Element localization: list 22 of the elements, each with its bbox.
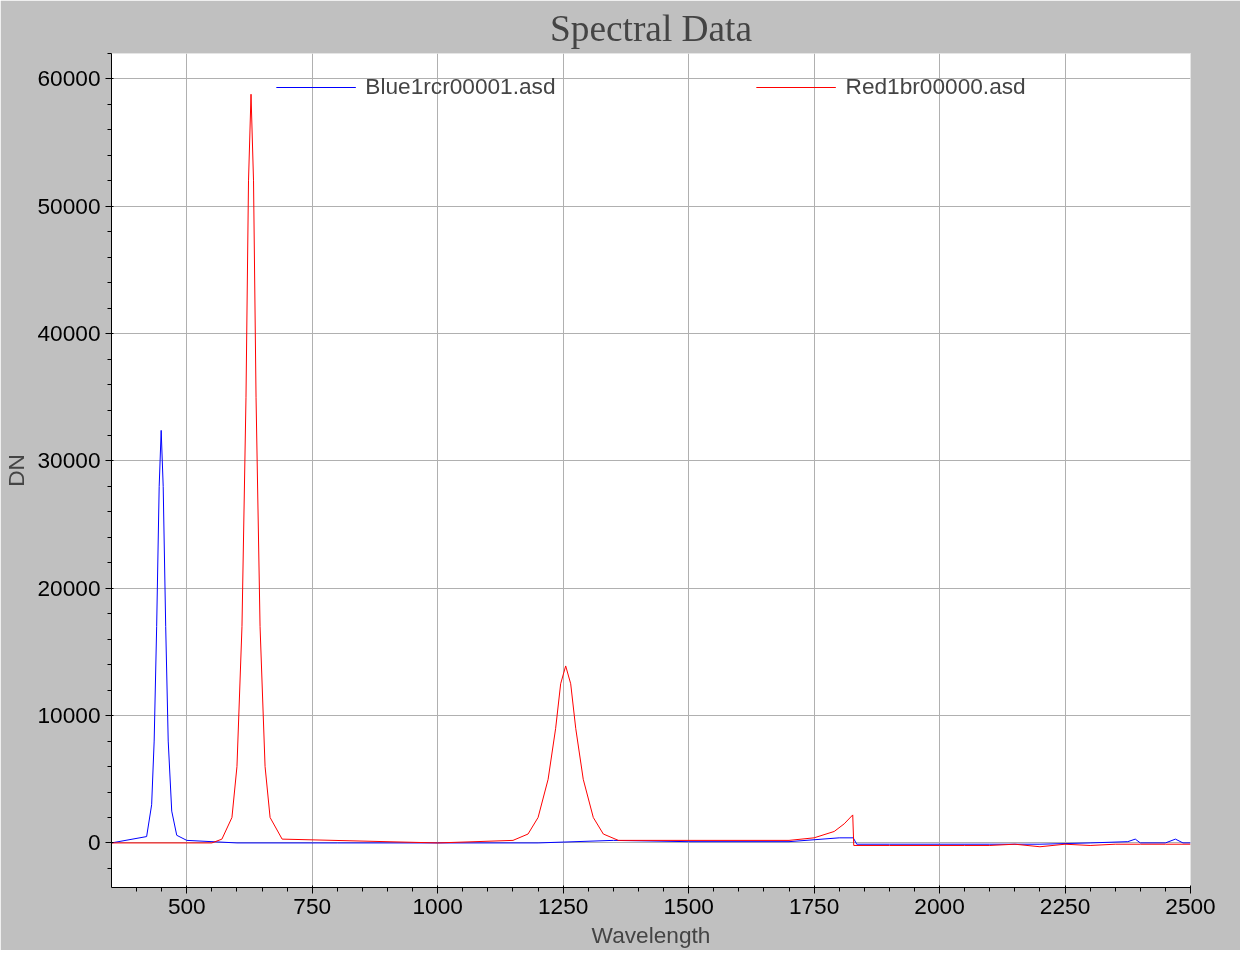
y-tick-label: 40000 — [37, 320, 101, 347]
x-tick-label: 500 — [167, 892, 206, 919]
y-tick-label: 10000 — [37, 702, 101, 729]
y-tick-label: 0 — [87, 829, 101, 856]
x-tick-label: 1750 — [788, 892, 840, 919]
legend-label: Blue1rcr00001.asd — [365, 73, 556, 100]
legend-label: Red1br00000.asd — [845, 73, 1026, 100]
y-tick-label: 50000 — [37, 192, 101, 219]
x-tick-label: 2250 — [1039, 892, 1091, 919]
x-tick-label: 1000 — [412, 892, 463, 919]
x-axis-title: Wavelength — [591, 921, 711, 948]
x-tick-label: 2000 — [914, 892, 965, 919]
line-series — [111, 93, 1191, 848]
x-tick-label: 1500 — [663, 892, 714, 919]
y-axis-title: DN — [3, 454, 30, 487]
x-tick-label: 1250 — [537, 892, 589, 919]
chart-title: Spectral Data — [549, 7, 753, 49]
x-tick-label: 2500 — [1165, 892, 1216, 919]
x-tick-label: 750 — [293, 892, 332, 919]
y-tick-label: 20000 — [37, 574, 101, 601]
y-tick-label: 30000 — [37, 447, 101, 474]
y-tick-label: 60000 — [37, 65, 101, 92]
